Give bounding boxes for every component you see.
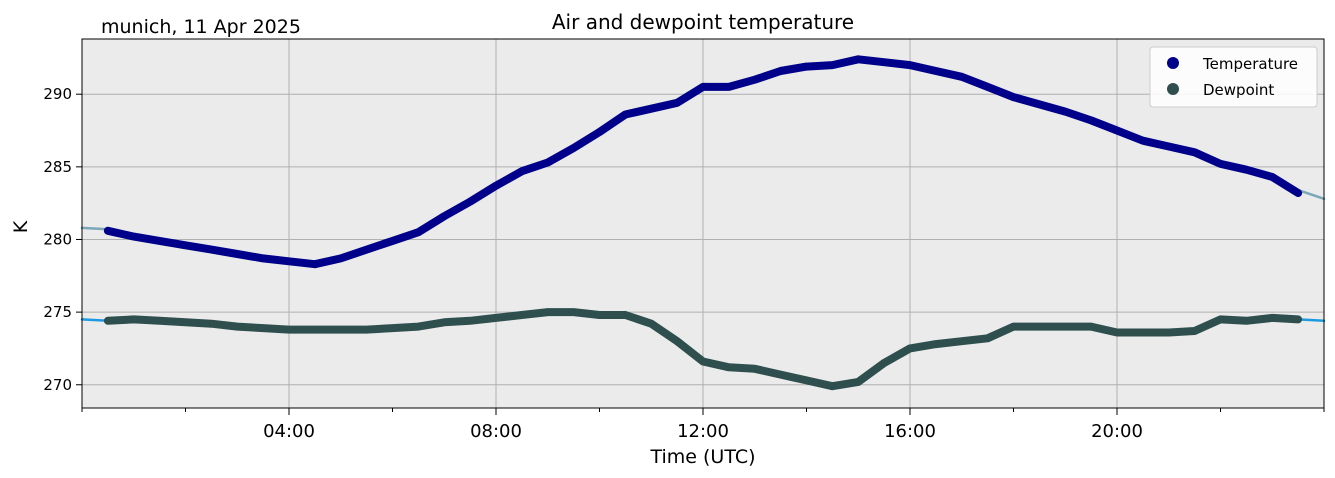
x-tick-label: 08:00 [470,421,522,442]
grid-lines [82,39,1324,408]
legend-box [1149,46,1318,108]
x-tick-label: 20:00 [1091,421,1143,442]
series-line-dewpoint-smoothed [103,308,1303,391]
y-tick-label: 280 [43,230,72,248]
x-tick-label: 16:00 [884,421,936,442]
y-tick-label: 285 [43,158,72,176]
legend-marker-dewpoint [1167,83,1179,95]
y-tick-label: 270 [43,376,72,394]
x-tick-label: 12:00 [677,421,729,442]
series-line-temperature-smoothed [103,55,1303,269]
series-layer [80,55,1326,391]
y-axis-label: K [10,220,32,233]
legend-marker-temperature [1167,57,1179,69]
legend-label-dewpoint: Dewpoint [1203,81,1274,99]
legend: Temperature Dewpoint [1149,46,1318,108]
legend-label-temperature: Temperature [1202,55,1298,73]
chart-subtitle: munich, 11 Apr 2025 [101,16,301,38]
y-axis-ticks: 270 275 280 285 290 [43,85,82,394]
x-tick-label: 04:00 [263,421,315,442]
chart-title: Air and dewpoint temperature [552,10,854,34]
y-tick-label: 275 [43,303,72,321]
x-axis-label: Time (UTC) [649,446,755,468]
y-tick-label: 290 [43,85,72,103]
x-axis-ticks: 04:00 08:00 12:00 16:00 20:00 [81,408,1325,442]
